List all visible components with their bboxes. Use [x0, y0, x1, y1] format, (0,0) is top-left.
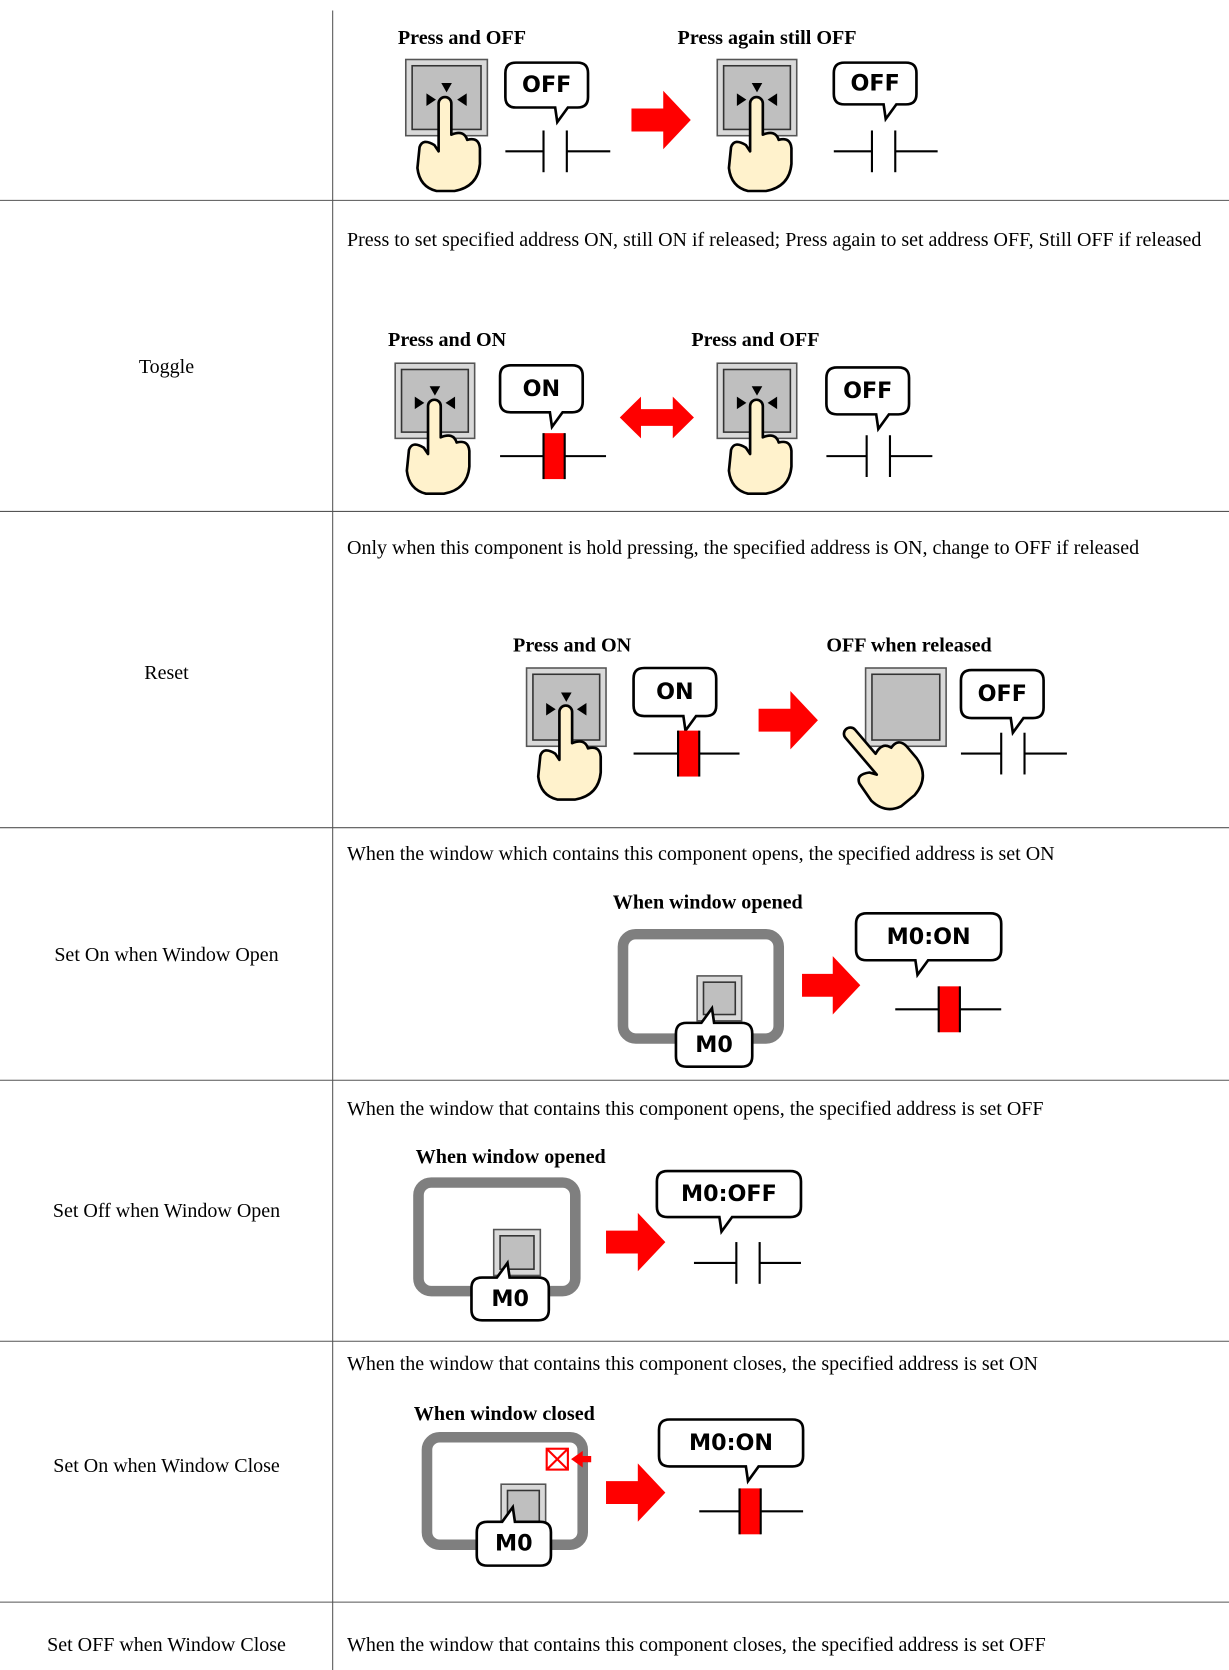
hand — [416, 95, 482, 193]
hand — [536, 704, 603, 801]
row-description: When the window which contains this comp… — [347, 843, 1055, 865]
row-label: Toggle — [138, 356, 195, 378]
bubble-text: M0 — [495, 1532, 533, 1557]
row-label: Reset — [144, 662, 189, 684]
row-label: Set Off when Window Open — [52, 1200, 281, 1222]
press-icon — [546, 692, 587, 716]
arrow — [631, 90, 691, 150]
triangle — [414, 396, 425, 410]
pointer-arrow — [571, 1450, 592, 1468]
arrow — [758, 690, 818, 750]
triangle — [426, 93, 436, 106]
press-icon — [414, 386, 456, 410]
row-label: Set OFF when Window Close — [47, 1634, 286, 1656]
bubble-text: M0:OFF — [681, 1182, 777, 1207]
hand — [727, 95, 793, 193]
speech-bubble — [854, 911, 1003, 979]
bubble-text: OFF — [522, 73, 571, 98]
speech-bubble — [470, 1259, 551, 1322]
figure-caption: When window closed — [414, 1403, 595, 1425]
arrow — [606, 1212, 666, 1272]
triangle — [445, 396, 456, 410]
speech-bubble — [832, 61, 918, 123]
hand — [405, 398, 471, 495]
contact-on — [739, 1488, 761, 1535]
figure-caption: When window opened — [613, 892, 803, 914]
triangle — [751, 386, 763, 396]
figure-caption: Press and ON — [388, 329, 507, 351]
figure-caption: Press and ON — [513, 635, 632, 657]
triangle — [560, 692, 572, 702]
speech-bubble — [959, 668, 1045, 737]
triangle — [751, 82, 763, 93]
row-label: Set On when Window Open — [54, 944, 279, 966]
triangle — [736, 396, 747, 410]
figure-caption: Press and OFF — [691, 329, 819, 351]
press-icon — [736, 386, 778, 410]
contact-on — [678, 730, 700, 777]
contact-on — [543, 433, 565, 480]
contact-on — [938, 986, 960, 1033]
figure-caption: Press again still OFF — [678, 27, 857, 49]
bubble-text: M0 — [695, 1033, 733, 1058]
row-label: Set On when Window Close — [53, 1455, 280, 1477]
row-description: When the window that contains this compo… — [347, 1098, 1044, 1120]
speech-bubble — [674, 1004, 754, 1069]
bubble-text: ON — [523, 377, 561, 402]
button-face — [702, 981, 737, 1016]
bubble-text: M0 — [491, 1287, 529, 1312]
speech-bubble — [632, 666, 718, 735]
row-description: When the window that contains this compo… — [347, 1353, 1038, 1375]
triangle — [546, 702, 556, 716]
bubble-text: ON — [656, 680, 694, 705]
speech-bubble — [655, 1169, 803, 1236]
hand — [727, 398, 793, 495]
speech-bubble — [498, 364, 585, 431]
row-description: Only when this component is hold pressin… — [347, 537, 1140, 559]
figure-caption: OFF when released — [826, 635, 991, 657]
speech-bubble — [475, 1503, 553, 1567]
press-icon — [426, 82, 467, 106]
bubble-text: OFF — [843, 379, 892, 404]
arrow — [619, 396, 694, 439]
close-x — [545, 1447, 569, 1471]
speech-bubble — [657, 1418, 805, 1485]
press-icon — [736, 82, 778, 106]
bubble-text: OFF — [850, 72, 899, 97]
hand — [842, 726, 925, 811]
button-face — [871, 673, 941, 741]
row-description: When the window that contains this compo… — [347, 1634, 1046, 1656]
speech-bubble — [504, 61, 590, 126]
triangle — [767, 396, 778, 410]
triangle — [457, 93, 467, 106]
triangle — [767, 93, 778, 106]
figure-caption: When window opened — [416, 1146, 606, 1168]
row-description: Press to set specified address ON, still… — [347, 229, 1202, 251]
triangle — [429, 386, 441, 396]
speech-bubble — [825, 366, 911, 433]
bubble-text: M0:ON — [689, 1431, 773, 1456]
bubble-text: M0:ON — [887, 925, 971, 950]
triangle — [441, 82, 452, 93]
arrow — [606, 1463, 666, 1522]
figure-caption: Press and OFF — [398, 27, 526, 49]
triangle — [576, 702, 587, 716]
bubble-text: OFF — [978, 682, 1027, 707]
triangle — [736, 93, 747, 106]
arrow — [802, 956, 861, 1015]
